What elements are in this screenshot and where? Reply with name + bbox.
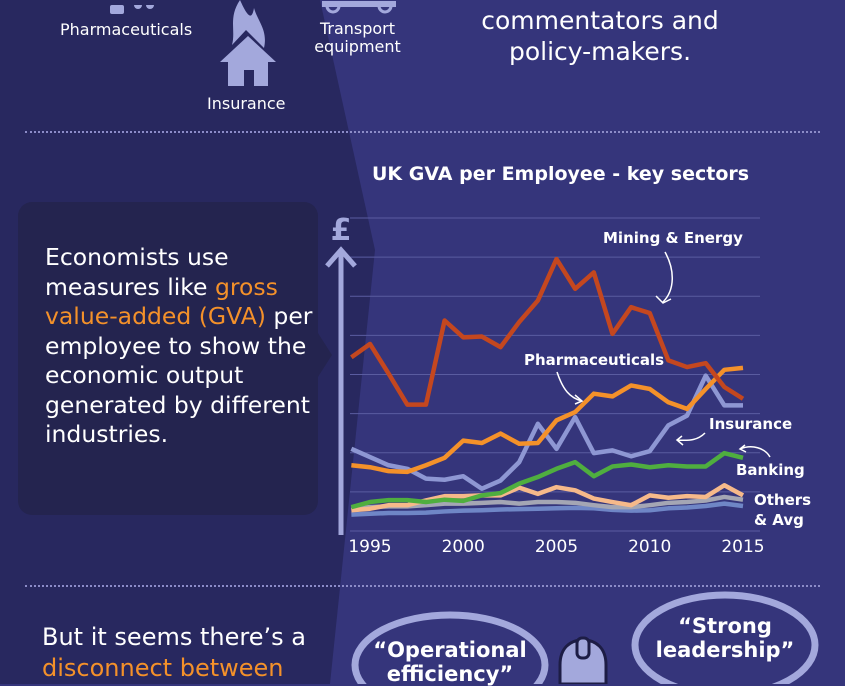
hardhat-person-icon [558, 636, 608, 684]
truck-icon [320, 0, 400, 19]
speech-bubble-right [631, 591, 819, 684]
divider [25, 131, 820, 133]
statement-line: policy-makers. [508, 37, 692, 66]
label-mining-energy: Mining & Energy [603, 229, 743, 247]
statement-line: commentators and [481, 6, 719, 35]
text-part: Economists use measures like [45, 243, 229, 301]
explanation-text: Economists use measures like gross value… [45, 243, 315, 450]
series-line-other-0 [351, 501, 744, 517]
bubble-line: leadership” [655, 638, 795, 662]
label-pharmaceuticals: Pharmaceuticals [524, 351, 664, 369]
x-tick-label: 2005 [535, 537, 578, 557]
icon-label-insurance: Insurance [207, 94, 286, 113]
bubble-line: “Strong [678, 614, 772, 638]
x-tick-label: 2010 [628, 537, 671, 557]
x-tick-label: 1995 [348, 537, 391, 557]
label-others: Others [754, 491, 811, 509]
series-line-other-1 [351, 494, 744, 511]
y-axis-arrow [325, 246, 357, 268]
series-line-pharmaceuticals [351, 365, 744, 475]
series-line-banking [350, 450, 744, 510]
text-part: per employee to show the economic output… [45, 302, 313, 448]
arrow-insurance [675, 432, 706, 446]
gva-highlight: gross value-added (GVA) [45, 272, 278, 331]
series-line-mining-energy [350, 256, 745, 407]
burning-house-icon [218, 0, 278, 92]
statement-text: commentators and policy-makers. [450, 5, 750, 67]
bubble-line: efficiency” [386, 662, 514, 686]
arrow-mining [655, 251, 673, 304]
explanation-box [18, 202, 318, 515]
chart-title: UK GVA per Employee - key sectors [372, 163, 750, 185]
arrow-banking [738, 444, 771, 458]
pill-bottle-icon [98, 0, 158, 14]
bubble-text-leadership: “Strong leadership” [640, 614, 810, 662]
label-banking: Banking [736, 461, 805, 479]
series-line-insurance [350, 373, 743, 491]
arrow-pharma [556, 371, 584, 405]
speech-bubble-left [351, 611, 549, 684]
icon-label-transport: Transport equipment [314, 19, 401, 56]
divider [25, 585, 820, 587]
label-avg: & Avg [754, 511, 804, 529]
bottom-line: But it seems there’s a [42, 623, 306, 651]
bottom-text: But it seems there’s a disconnect betwee… [42, 622, 306, 684]
disconnect-highlight: disconnect between [42, 654, 284, 682]
bubble-text-operational: “Operational efficiency” [360, 638, 540, 686]
label-insurance: Insurance [709, 415, 792, 433]
x-tick-label: 2015 [721, 537, 764, 557]
x-tick-label: 2000 [442, 537, 485, 557]
box-pointer [316, 330, 332, 380]
bubble-line: “Operational [373, 638, 527, 662]
icon-label-pharmaceuticals: Pharmaceuticals [60, 20, 193, 39]
y-axis-label: £ [331, 213, 352, 248]
